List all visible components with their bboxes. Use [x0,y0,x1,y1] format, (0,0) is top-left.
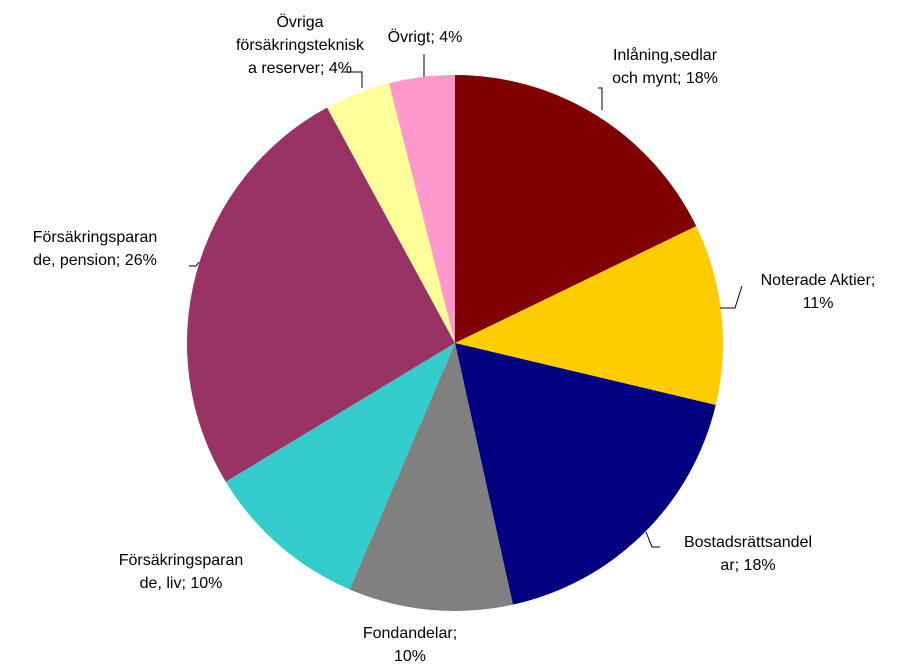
data-label-line: Fondandelar; [363,625,457,642]
data-label: Försäkringsparan de, pension; 26% [33,229,158,269]
data-label-line: Noterade Aktier; [761,272,876,289]
leader-line [720,285,743,309]
data-label-line: Försäkringsparan [33,229,158,246]
data-label: Försäkringsparan de, liv; 10% [119,552,244,592]
data-label-line: Övriga [276,13,323,31]
data-label-line: a reserver; 4% [248,60,352,77]
pie-slice [327,83,455,343]
data-label-line: försäkringsteknisk [236,37,365,54]
data-label-line: ar; 18% [720,557,775,574]
data-label: Bostadsrättsandel ar; 18% [684,534,812,574]
pie-slice [455,226,723,405]
data-label-line: Bostadsrättsandel [684,534,812,551]
data-label-line: 10% [394,648,426,665]
data-label-line: Försäkringsparan [119,552,244,569]
pie-slice [388,75,455,343]
data-label-line: Inlåning,sedlar [613,46,718,64]
pie-slice [455,75,697,343]
leader-line [343,71,363,88]
pie-slice [349,343,513,612]
data-label: Övrigt; 4% [388,28,463,46]
pie-slice [187,107,456,482]
data-label-line: de, liv; 10% [140,575,223,592]
leader-line [189,261,200,267]
pie-slice [455,343,716,605]
data-label: Inlåning,sedlar och mynt; 18% [612,46,718,87]
data-label-line: och mynt; 18% [612,70,718,87]
leader-line [645,531,660,548]
data-label: Övriga försäkringsteknisk a reserver; 4% [236,13,365,77]
data-label-line: 11% [803,295,834,312]
pie-slice [225,343,455,590]
data-label: Fondandelar; 10% [363,625,457,665]
data-label-line: Övrigt; 4% [388,28,463,46]
leader-line [598,87,603,110]
data-label-line: de, pension; 26% [33,252,157,269]
data-label: Noterade Aktier; 11% [761,272,876,312]
